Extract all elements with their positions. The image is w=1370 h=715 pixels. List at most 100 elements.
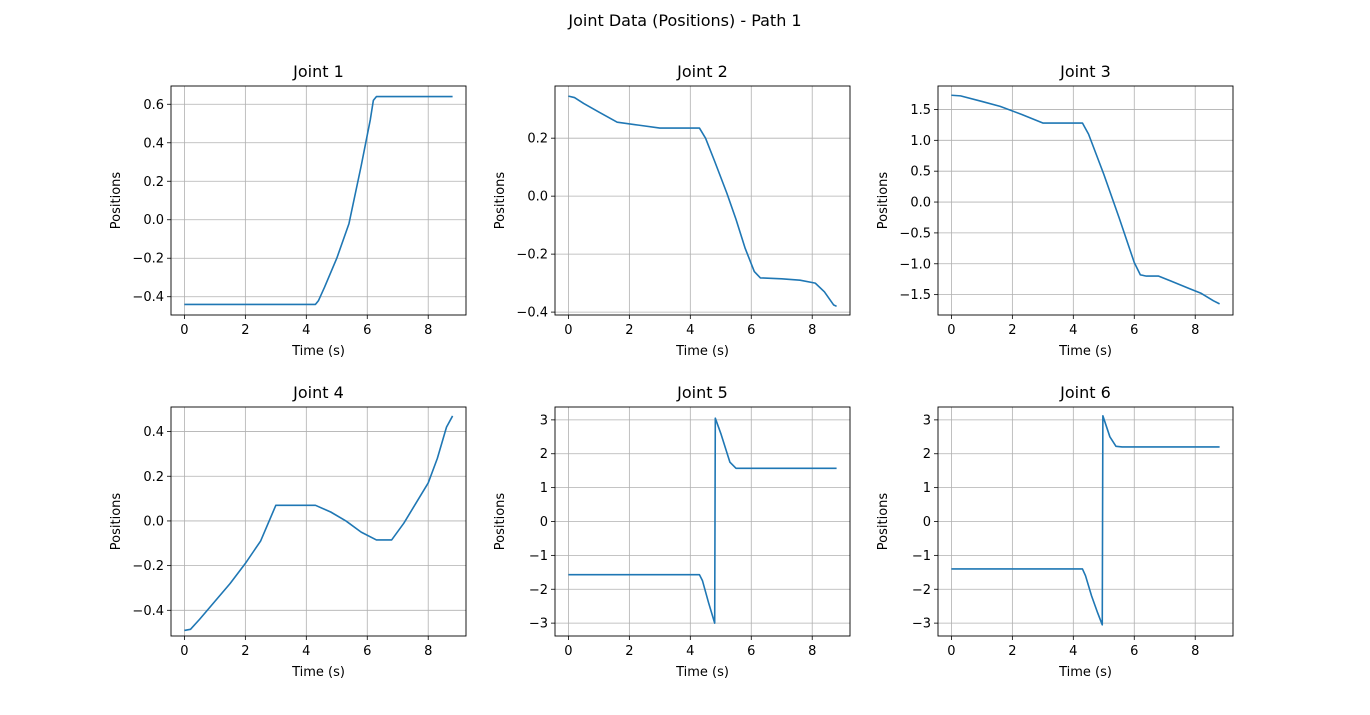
y-tick-label: 2 bbox=[923, 447, 931, 462]
x-tick-label: 4 bbox=[302, 644, 310, 659]
x-tick-label: 6 bbox=[1130, 323, 1138, 338]
subplot-title: Joint 2 bbox=[676, 62, 728, 81]
y-tick-label: −0.4 bbox=[516, 306, 548, 321]
subplot-title: Joint 4 bbox=[292, 383, 344, 402]
y-tick-label: −2 bbox=[912, 583, 931, 598]
y-tick-label: −1.5 bbox=[899, 288, 931, 303]
figure-title: Joint Data (Positions) - Path 1 bbox=[568, 11, 802, 30]
x-tick-label: 8 bbox=[424, 644, 432, 659]
x-tick-label: 8 bbox=[1191, 644, 1199, 659]
x-tick-label: 0 bbox=[180, 644, 188, 659]
x-tick-label: 0 bbox=[947, 323, 955, 338]
y-tick-label: 0.2 bbox=[143, 175, 164, 190]
subplot-4: 0 2 4 6 8 −0.4 −0.2 0.0 0.2 0.4 Joint 4 Time (s) Pos… bbox=[109, 383, 467, 680]
y-tick-label: 1.0 bbox=[910, 134, 931, 149]
y-axis-label: Positions bbox=[493, 493, 508, 551]
y-axis-label: Positions bbox=[876, 493, 891, 551]
x-tick-label: 4 bbox=[1069, 644, 1077, 659]
y-tick-label: −1 bbox=[529, 549, 548, 564]
x-tick-label: 2 bbox=[241, 644, 249, 659]
subplot-6: 0 2 4 6 8 −3 −2 −1 0 1 2 3 Joint 6 Time (s) Positions bbox=[876, 383, 1234, 680]
y-axis-label: Positions bbox=[493, 172, 508, 230]
x-axis-label: Time (s) bbox=[675, 344, 729, 359]
x-axis-label: Time (s) bbox=[291, 344, 345, 359]
x-tick-label: 2 bbox=[241, 323, 249, 338]
y-tick-label: −0.4 bbox=[132, 290, 164, 305]
x-tick-label: 4 bbox=[302, 323, 310, 338]
y-tick-label: 0 bbox=[540, 515, 548, 530]
x-tick-label: 8 bbox=[424, 323, 432, 338]
y-tick-label: 0.4 bbox=[143, 136, 164, 151]
x-tick-label: 0 bbox=[564, 644, 572, 659]
series-line bbox=[951, 94, 1220, 305]
y-tick-label: 1.5 bbox=[910, 103, 931, 118]
y-tick-label: 0.5 bbox=[910, 165, 931, 180]
x-tick-label: 2 bbox=[1008, 323, 1016, 338]
x-tick-label: 6 bbox=[747, 644, 755, 659]
subplot-2: 0 2 4 6 8 −0.4 −0.2 0.0 0.2 Joint 2 Time (s) Positi… bbox=[493, 62, 851, 359]
series-line bbox=[568, 417, 837, 624]
y-tick-label: −0.2 bbox=[132, 252, 164, 267]
y-tick-label: 0.0 bbox=[910, 196, 931, 211]
x-axis-label: Time (s) bbox=[1058, 344, 1112, 359]
y-tick-label: −0.2 bbox=[132, 559, 164, 574]
y-tick-label: 3 bbox=[923, 413, 931, 428]
y-tick-label: 0.4 bbox=[143, 425, 164, 440]
subplot-title: Joint 5 bbox=[676, 383, 728, 402]
x-tick-label: 6 bbox=[747, 323, 755, 338]
y-tick-label: 1 bbox=[923, 481, 931, 496]
x-tick-label: 2 bbox=[1008, 644, 1016, 659]
x-tick-label: 6 bbox=[1130, 644, 1138, 659]
y-axis-label: Positions bbox=[109, 172, 124, 230]
y-tick-label: 0.0 bbox=[527, 190, 548, 205]
subplot-1: 0 2 4 6 8 −0.4 −0.2 0.0 0.2 0.4 0.6 Joint 1 Time (s)… bbox=[109, 62, 467, 359]
y-tick-label: 2 bbox=[540, 447, 548, 462]
series-line bbox=[184, 415, 454, 632]
x-tick-label: 4 bbox=[686, 644, 694, 659]
axes-frame bbox=[554, 85, 851, 316]
y-tick-label: −3 bbox=[529, 617, 548, 632]
x-tick-label: 2 bbox=[625, 323, 633, 338]
x-tick-label: 0 bbox=[947, 644, 955, 659]
y-tick-label: −3 bbox=[912, 617, 931, 632]
y-tick-label: 0.0 bbox=[143, 514, 164, 529]
series-line bbox=[184, 95, 453, 306]
x-tick-label: 8 bbox=[808, 323, 816, 338]
y-tick-label: 0.6 bbox=[143, 98, 164, 113]
subplot-3: 0 2 4 6 8 −1.5 −1.0 −0.5 0.0 0.5 1.0 1.5 Joint 3 Time… bbox=[876, 62, 1234, 359]
axes-frame bbox=[937, 85, 1234, 316]
series-line bbox=[951, 415, 1220, 626]
x-tick-label: 6 bbox=[363, 644, 371, 659]
y-tick-label: −1 bbox=[912, 549, 931, 564]
axes-frame bbox=[170, 85, 467, 316]
x-tick-label: 0 bbox=[180, 323, 188, 338]
y-tick-label: 0 bbox=[923, 515, 931, 530]
y-tick-label: −0.4 bbox=[132, 604, 164, 619]
x-tick-label: 4 bbox=[686, 323, 694, 338]
x-tick-label: 0 bbox=[564, 323, 572, 338]
x-axis-label: Time (s) bbox=[1058, 665, 1112, 680]
y-axis-label: Positions bbox=[109, 493, 124, 551]
x-tick-label: 8 bbox=[808, 644, 816, 659]
subplot-title: Joint 1 bbox=[292, 62, 344, 81]
x-axis-label: Time (s) bbox=[675, 665, 729, 680]
x-tick-label: 8 bbox=[1191, 323, 1199, 338]
axes-frame bbox=[170, 406, 467, 637]
y-tick-label: −1.0 bbox=[899, 257, 931, 272]
x-tick-label: 4 bbox=[1069, 323, 1077, 338]
subplot-5: 0 2 4 6 8 −3 −2 −1 0 1 2 3 Joint 5 Time (s) Positions bbox=[493, 383, 851, 680]
y-tick-label: −2 bbox=[529, 583, 548, 598]
subplot-title: Joint 6 bbox=[1059, 383, 1111, 402]
y-tick-label: −0.2 bbox=[516, 248, 548, 263]
subplot-title: Joint 3 bbox=[1059, 62, 1111, 81]
y-tick-label: 1 bbox=[540, 481, 548, 496]
y-tick-label: 0.0 bbox=[143, 213, 164, 228]
y-axis-label: Positions bbox=[876, 172, 891, 230]
y-tick-label: 0.2 bbox=[143, 470, 164, 485]
x-axis-label: Time (s) bbox=[291, 665, 345, 680]
y-tick-label: 3 bbox=[540, 413, 548, 428]
x-tick-label: 6 bbox=[363, 323, 371, 338]
x-tick-label: 2 bbox=[625, 644, 633, 659]
series-line bbox=[568, 95, 837, 308]
